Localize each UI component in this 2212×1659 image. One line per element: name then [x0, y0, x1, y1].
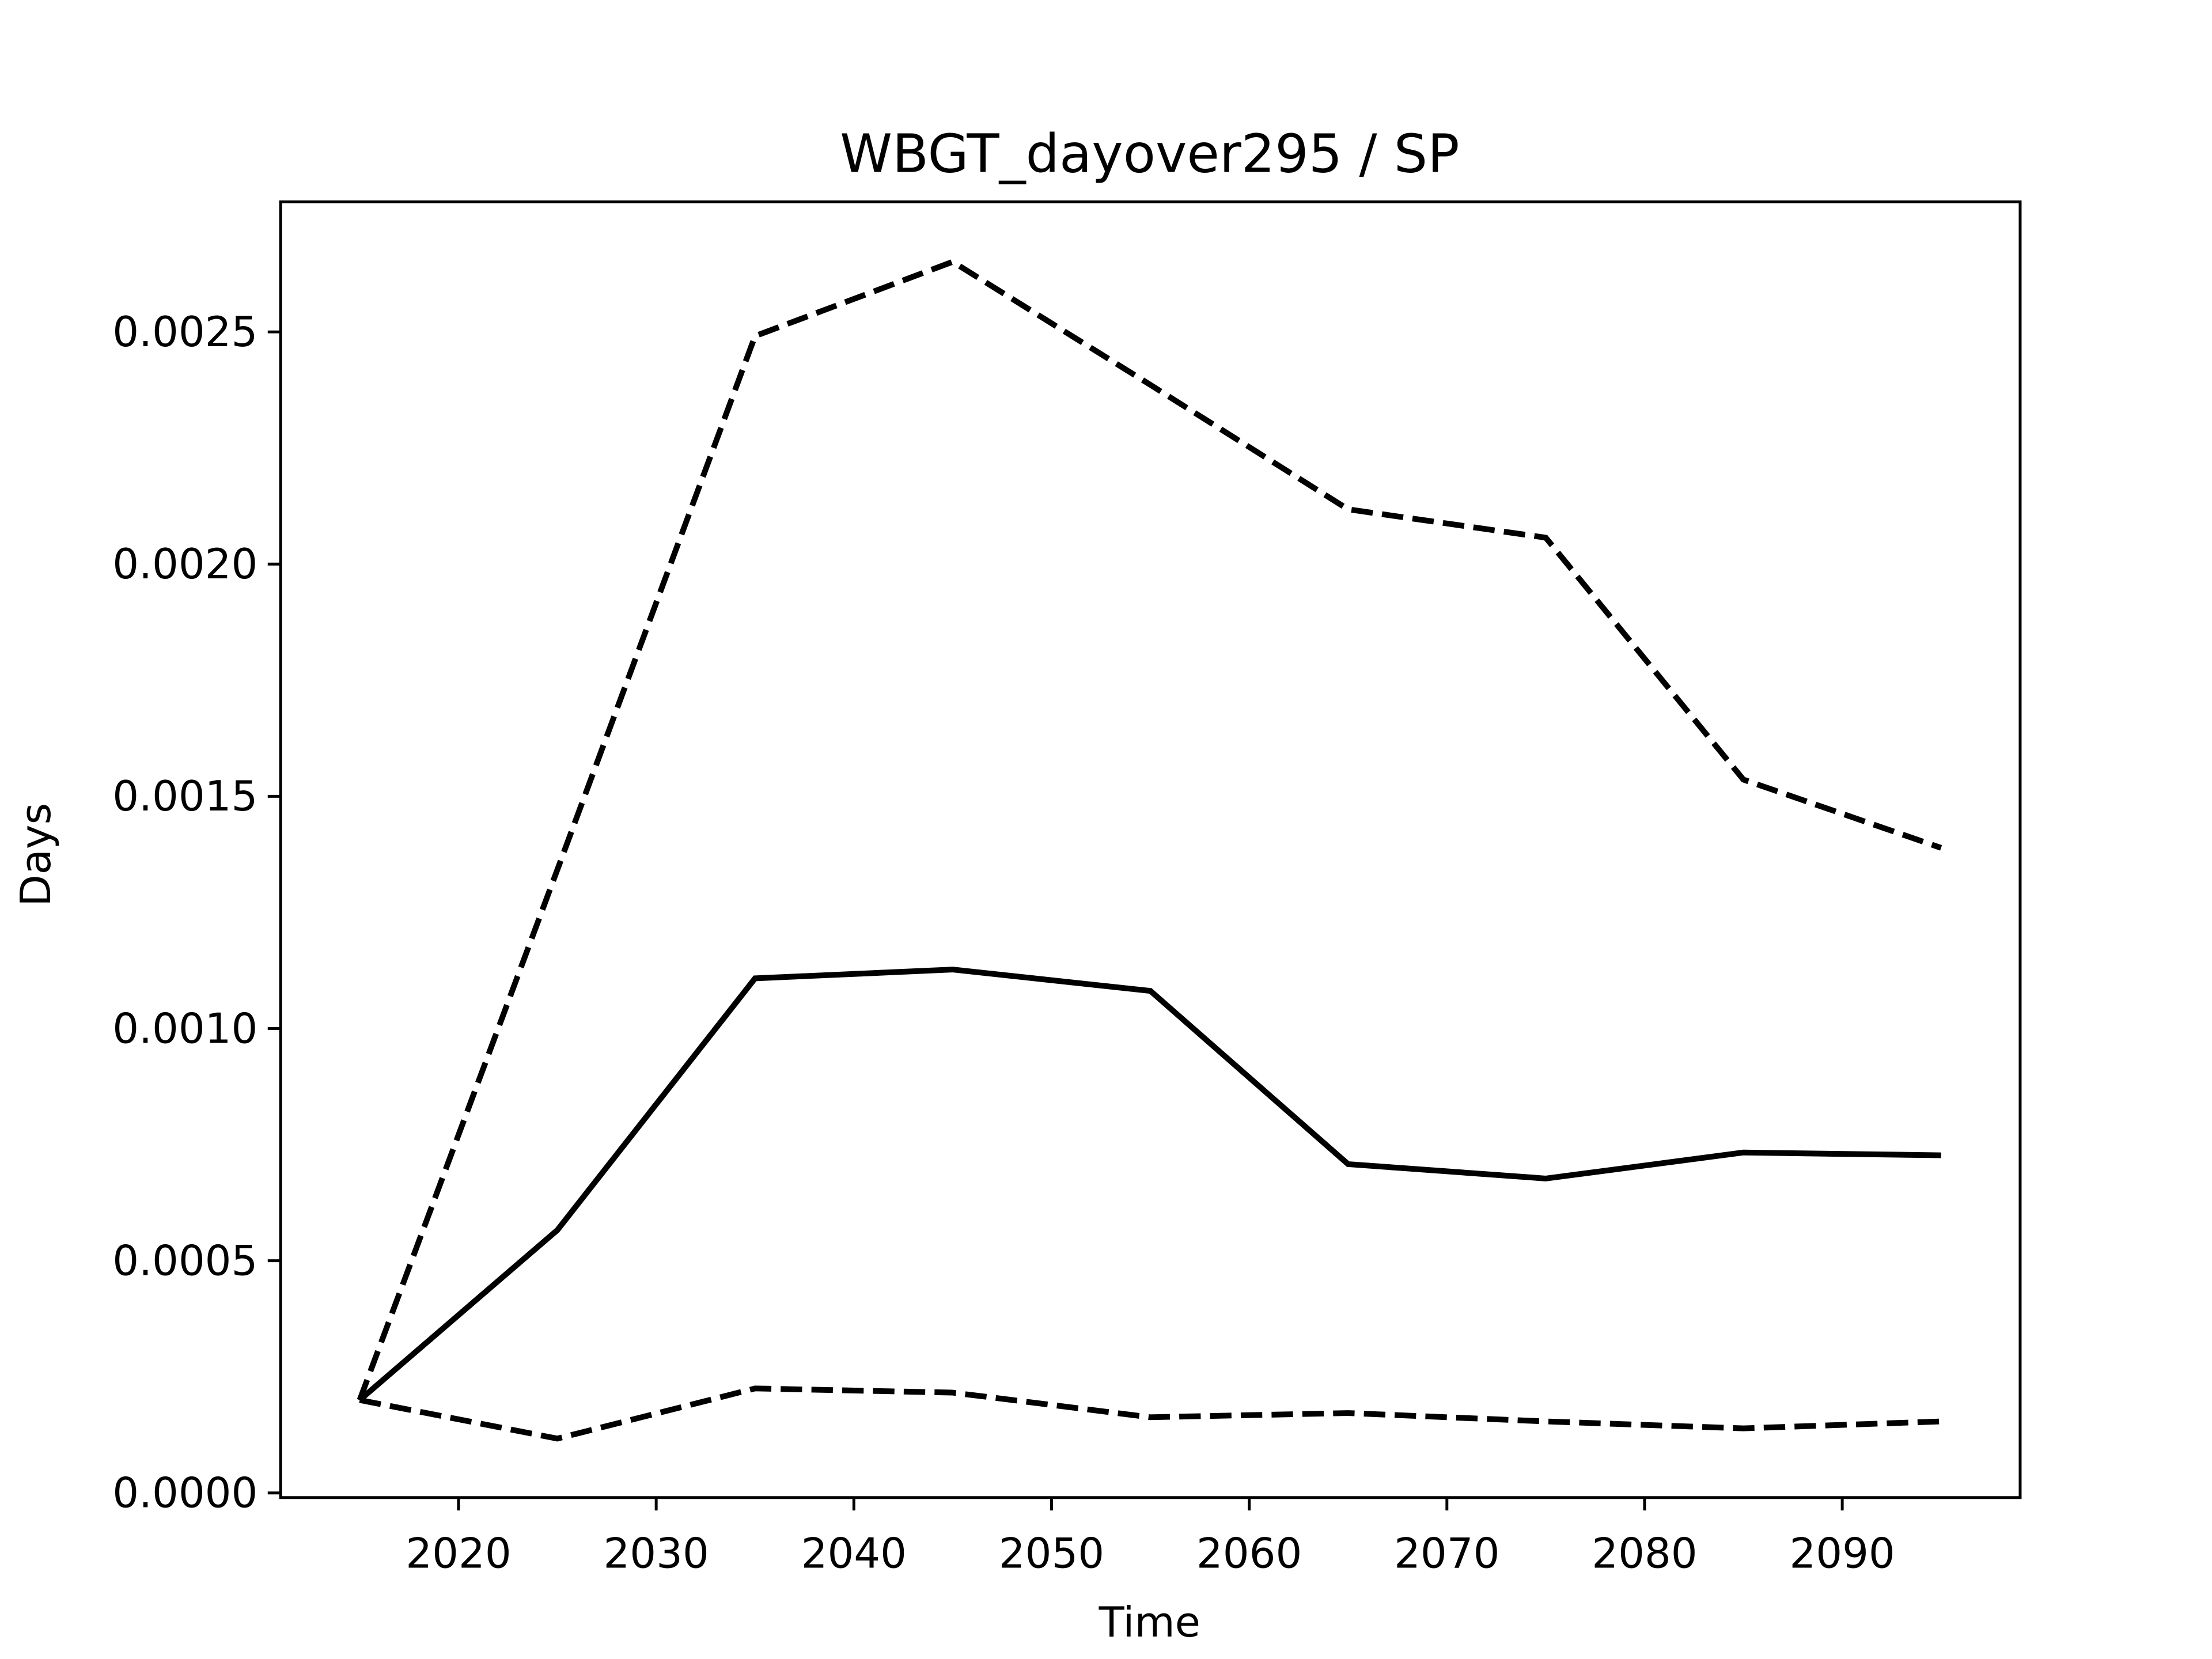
line-series — [357, 258, 1942, 1402]
x-tick-label: 2050 — [999, 1529, 1104, 1578]
y-tick-label: 0.0015 — [112, 772, 257, 820]
plot-frame — [279, 200, 2022, 1499]
y-tick-label: 0.0000 — [112, 1469, 257, 1517]
x-tick-label: 2060 — [1196, 1529, 1302, 1578]
x-tick-label: 2080 — [1592, 1529, 1697, 1578]
y-tick-label: 0.0025 — [112, 308, 257, 356]
line-series — [359, 1385, 1941, 1442]
x-tick-label: 2020 — [406, 1529, 511, 1578]
x-tick-label: 2070 — [1394, 1529, 1499, 1578]
chart-title: WBGT_dayover295 / SP — [840, 123, 1459, 184]
x-tick-label: 2090 — [1789, 1529, 1895, 1578]
x-tick-label: 2030 — [603, 1529, 709, 1578]
x-tick-label: 2040 — [801, 1529, 907, 1578]
y-tick-label: 0.0020 — [112, 540, 257, 588]
y-tick-label: 0.0005 — [112, 1236, 257, 1285]
line-series — [358, 967, 1941, 1403]
y-axis-label: Days — [12, 803, 60, 907]
y-tick-label: 0.0010 — [112, 1004, 257, 1052]
x-axis-label: Time — [1099, 1598, 1200, 1646]
